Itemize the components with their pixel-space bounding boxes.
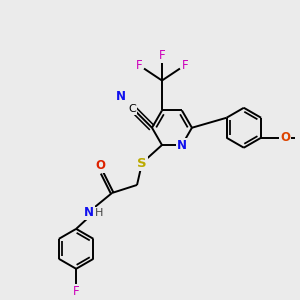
Text: F: F — [159, 49, 165, 62]
Text: C: C — [128, 104, 136, 114]
Text: H: H — [95, 208, 103, 218]
Text: S: S — [137, 157, 147, 169]
Text: F: F — [73, 285, 80, 298]
Text: N: N — [84, 206, 94, 219]
Text: F: F — [182, 59, 188, 72]
Text: N: N — [177, 139, 187, 152]
Text: N: N — [116, 90, 126, 103]
Text: O: O — [280, 131, 290, 144]
Text: F: F — [136, 59, 142, 72]
Text: O: O — [95, 160, 105, 172]
